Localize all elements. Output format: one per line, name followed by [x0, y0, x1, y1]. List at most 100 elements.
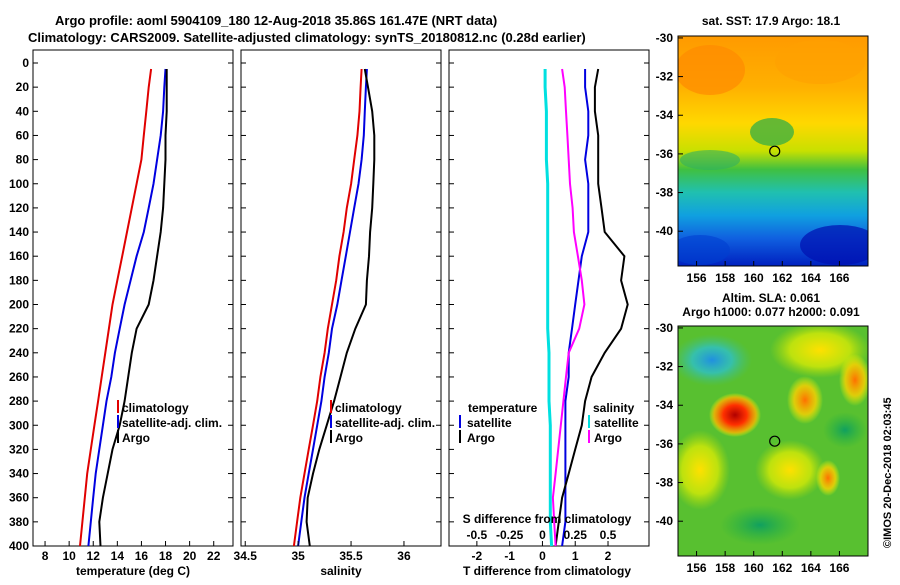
map-lat-tick-label: -40	[656, 224, 674, 238]
argo-temperature-line	[98, 69, 168, 547]
map-lat-tick-label: -32	[656, 360, 674, 374]
map-lat-tick-label: -38	[656, 186, 674, 200]
map-lon-tick-label: 156	[687, 271, 707, 285]
s-difference-tick-label: 0.25	[564, 528, 588, 542]
s-difference-tick-label: -0.5	[467, 528, 488, 542]
depth-tick-label: 0	[22, 56, 29, 70]
depth-tick-label: 120	[9, 201, 29, 215]
sla-orange-eddy	[787, 376, 823, 424]
sst-cold-patch	[800, 225, 868, 265]
s-difference-tick-label: 0	[539, 528, 546, 542]
sla-yellow-patch	[678, 430, 730, 510]
depth-tick-label: 40	[16, 104, 30, 118]
salinity-legend: climatology satellite-adj. clim. Argo	[330, 400, 435, 445]
difference-x-tick-label: 1	[572, 549, 579, 563]
sla-map-title-2: Argo h1000: 0.077 h2000: 0.091	[682, 305, 860, 319]
depth-tick-label: 180	[9, 273, 29, 287]
sst-green-patch	[680, 150, 740, 170]
difference-x-tick-label: 0	[539, 549, 546, 563]
sla-green-dark-patch	[720, 505, 800, 545]
sst-map-frame	[677, 35, 869, 267]
map-lon-tick-label: 162	[772, 271, 792, 285]
depth-tick-label: 140	[9, 225, 29, 239]
map-lat-tick-label: -34	[656, 398, 674, 412]
salinity-series	[292, 68, 376, 547]
sst-warm-patch	[678, 45, 745, 95]
map-lon-tick-label: 164	[801, 561, 821, 575]
legend-label-temperature-argo: Argo	[467, 431, 495, 445]
sst-warm-patch	[775, 40, 865, 84]
salinity-x-tick-label: 35	[291, 549, 305, 563]
sla-map	[678, 326, 868, 556]
sst-map	[678, 36, 868, 266]
temperature-x-tick-label: 12	[87, 549, 101, 563]
map-lat-tick-label: -32	[656, 70, 674, 84]
depth-tick-label: 280	[9, 394, 29, 408]
legend-title-salinity: salinity	[593, 401, 635, 415]
sla-yellow-patch	[755, 440, 825, 500]
argo-salinity-line	[305, 68, 376, 547]
legend-label-argo: Argo	[335, 431, 363, 445]
temperature-x-tick-label: 16	[135, 549, 149, 563]
salinity-argo-diff-line	[551, 68, 586, 547]
difference-legend-temperature: temperature satellite Argo	[459, 401, 538, 445]
difference-x-tick-label: -1	[504, 549, 515, 563]
map-lon-tick-label: 160	[744, 271, 764, 285]
depth-tick-label: 260	[9, 370, 29, 384]
difference-legend-salinity: salinity satellite Argo	[588, 401, 639, 445]
temperature-x-label: temperature (deg C)	[76, 564, 190, 578]
sst-map-axes: 156 158 160 162 164 166 -30 -32 -34 -36 -38 -40	[656, 31, 850, 285]
map-lon-tick-label: 158	[715, 561, 735, 575]
map-lon-tick-label: 164	[801, 271, 821, 285]
sst-map-title: sat. SST: 17.9 Argo: 18.1	[702, 14, 841, 28]
map-lon-tick-label: 166	[829, 561, 849, 575]
salinity-panel-frame	[240, 49, 442, 547]
map-lon-tick-label: 162	[772, 561, 792, 575]
map-lat-tick-label: -38	[656, 476, 674, 490]
sst-green-patch	[750, 118, 794, 146]
temperature-panel-frame	[32, 49, 234, 547]
temperature-x-axis: 8 10 12 14 16 18 20 22	[42, 541, 221, 563]
depth-tick-label: 60	[16, 128, 30, 142]
salinity-x-tick-label: 34.5	[234, 549, 258, 563]
imos-credit: ©IMOS 20-Dec-2018 02:03:45	[882, 397, 894, 548]
legend-label-salinity-satellite: satellite	[594, 416, 639, 430]
depth-tick-label: 200	[9, 298, 29, 312]
temperature-x-tick-label: 8	[42, 549, 49, 563]
depth-tick-label: 160	[9, 249, 29, 263]
salinity-x-tick-label: 36	[397, 549, 411, 563]
temperature-x-tick-label: 18	[159, 549, 173, 563]
temperature-legend: climatology satellite-adj. clim. Argo	[117, 400, 222, 445]
difference-panel-frame	[448, 49, 650, 547]
sla-orange-eddy	[816, 460, 840, 496]
depth-tick-label: 80	[16, 153, 30, 167]
legend-title-temperature: temperature	[468, 401, 538, 415]
map-lon-tick-label: 166	[829, 271, 849, 285]
depth-tick-label: 340	[9, 467, 29, 481]
satellite-adj-clim-line	[87, 68, 167, 547]
legend-label-satellite: satellite-adj. clim.	[122, 416, 222, 430]
sla-map-axes: 156 158 160 162 164 166 -30 -32 -34 -36 -38 -40	[656, 321, 850, 575]
depth-tick-label: 100	[9, 177, 29, 191]
temperature-x-tick-label: 20	[183, 549, 197, 563]
depth-tick-label: 220	[9, 322, 29, 336]
temperature-x-tick-label: 22	[207, 549, 221, 563]
temperature-x-tick-label: 10	[62, 549, 76, 563]
depth-tick-label: 380	[9, 515, 29, 529]
legend-label-argo: Argo	[122, 431, 150, 445]
depth-axis: 0 20 40 60 80 100 120 140 160 180 200 220 240 260 280 3…	[9, 56, 649, 553]
difference-x-tick-label: 2	[605, 549, 612, 563]
depth-tick-label: 400	[9, 539, 29, 553]
temperature-satellite-diff-line	[561, 69, 590, 547]
temperature-x-tick-label: 14	[111, 549, 125, 563]
header-line-1: Argo profile: aoml 5904109_180 12-Aug-20…	[55, 13, 497, 28]
climatology-line	[292, 68, 363, 547]
sla-red-eddy	[709, 393, 761, 437]
salinity-x-tick-label: 35.5	[339, 549, 363, 563]
difference-x-axis: -2 -1 0 1 2 -0.5 -0.25 0 0.25 0.5	[467, 528, 617, 563]
salinity-x-label: salinity	[320, 564, 362, 578]
map-lon-tick-label: 158	[715, 271, 735, 285]
sla-map-title-1: Altim. SLA: 0.061	[722, 291, 820, 305]
map-lat-tick-label: -40	[656, 514, 674, 528]
